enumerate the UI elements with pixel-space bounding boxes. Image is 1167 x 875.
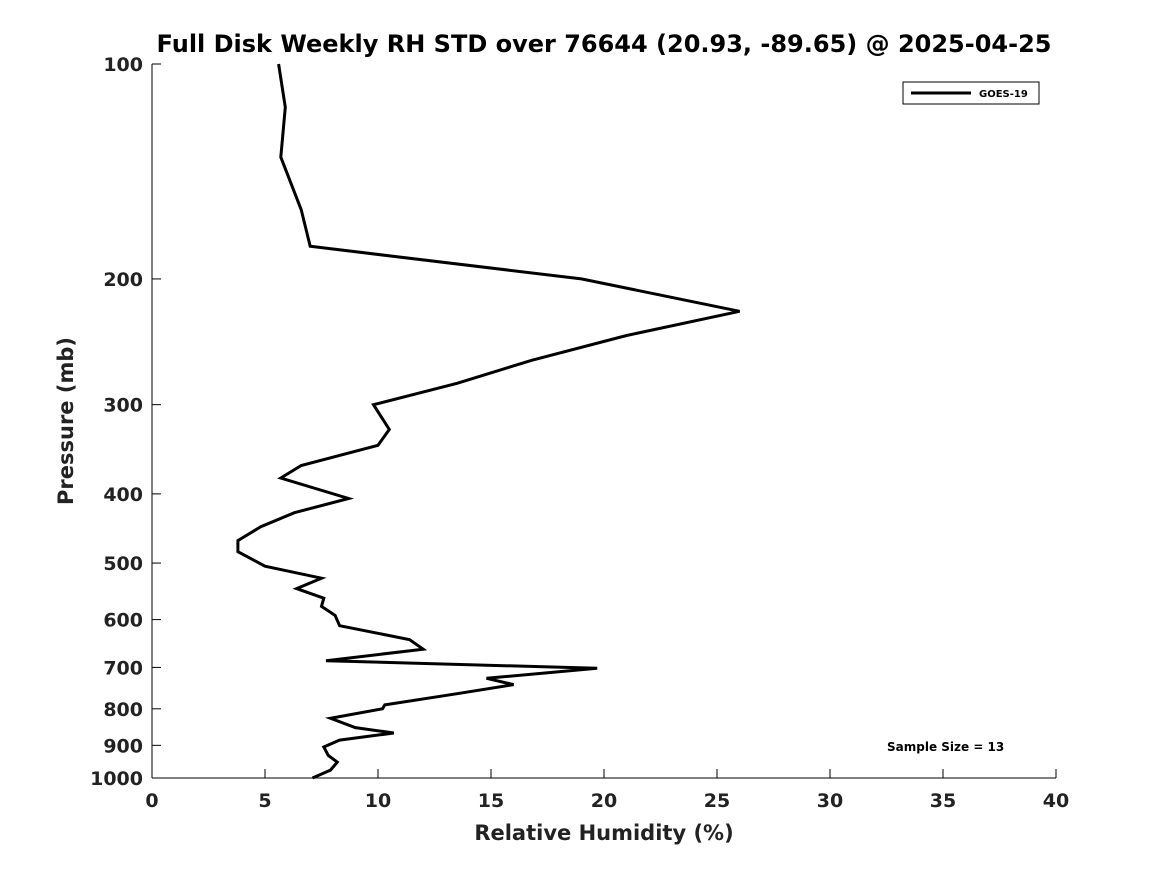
x-tick-label: 25: [704, 790, 730, 812]
chart-title: Full Disk Weekly RH STD over 76644 (20.9…: [157, 30, 1052, 58]
x-tick-label: 15: [478, 790, 504, 812]
x-tick-label: 10: [365, 790, 391, 812]
y-tick-label: 900: [103, 735, 143, 757]
series-layer: [236, 63, 740, 780]
x-tick-label: 35: [930, 790, 956, 812]
y-tick-label: 1000: [90, 768, 143, 790]
x-tick-label: 5: [258, 790, 271, 812]
legend-label-goes-19: GOES-19: [979, 89, 1028, 100]
y-tick-label: 600: [103, 610, 143, 632]
y-axis-label: Pressure (mb): [54, 337, 78, 505]
y-tick-label: 500: [103, 553, 143, 575]
x-tick-label: 40: [1043, 790, 1069, 812]
y-tick-label: 400: [103, 484, 143, 506]
x-axis-label: Relative Humidity (%): [474, 821, 733, 845]
y-tick-label: 300: [103, 395, 143, 417]
axes: 0 5 10 15 20 25 30 35 40 100 200 300 400 500 600 700 800…: [90, 54, 1069, 812]
sample-size-annotation: Sample Size = 13: [887, 740, 1004, 754]
y-tick-label: 800: [103, 699, 143, 721]
legend: GOES-19: [902, 81, 1040, 105]
x-tick-label: 20: [591, 790, 617, 812]
x-tick-label: 30: [817, 790, 843, 812]
y-tick-label: 700: [103, 657, 143, 679]
series-line-goes-19: [236, 63, 740, 780]
x-tick-label: 0: [145, 790, 158, 812]
y-tick-label: 200: [103, 269, 143, 291]
y-tick-label: 100: [103, 54, 143, 76]
